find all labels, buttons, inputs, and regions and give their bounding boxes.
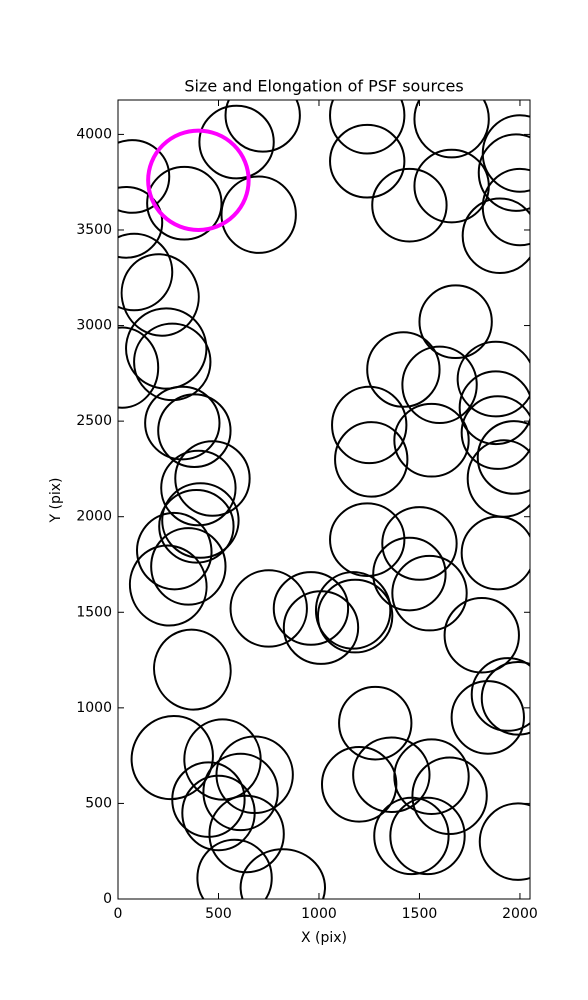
psf-ellipse bbox=[198, 104, 275, 180]
psf-ellipse bbox=[229, 569, 308, 648]
y-tick-label: 3000 bbox=[76, 318, 112, 334]
psf-ellipse bbox=[329, 123, 406, 199]
psf-ellipse bbox=[476, 420, 530, 495]
psf-ellipse bbox=[450, 680, 525, 755]
y-tick-label: 500 bbox=[85, 795, 112, 811]
psf-ellipse bbox=[481, 167, 530, 247]
y-axis-label: Y (pix) bbox=[48, 478, 64, 524]
psf-ellipse bbox=[338, 685, 413, 761]
psf-ellipse bbox=[329, 100, 406, 155]
psf-ellipse bbox=[334, 421, 409, 498]
psf-ellipse bbox=[443, 596, 520, 674]
psf-ellipse bbox=[118, 185, 164, 259]
psf-ellipse bbox=[208, 794, 285, 874]
y-tick-label: 2500 bbox=[76, 413, 112, 429]
psf-ellipse bbox=[413, 100, 490, 159]
psf-ellipse bbox=[411, 756, 488, 836]
psf-ellipse bbox=[352, 736, 431, 814]
psf-ellipse bbox=[393, 738, 470, 815]
x-tick-label: 500 bbox=[205, 906, 232, 922]
highlight-circle bbox=[146, 128, 251, 232]
psf-ellipse bbox=[118, 232, 174, 312]
plot-area bbox=[118, 100, 530, 899]
chart-title: Size and Elongation of PSF sources bbox=[184, 77, 463, 96]
y-tick-label: 2000 bbox=[76, 509, 112, 525]
psf-ellipse bbox=[181, 774, 256, 852]
psf-ellipse bbox=[220, 175, 297, 254]
psf-ellipse bbox=[136, 511, 213, 591]
psf-ellipse bbox=[371, 167, 448, 243]
psf-ellipse bbox=[224, 100, 301, 153]
x-axis-label: X (pix) bbox=[301, 930, 347, 946]
psf-ellipse bbox=[118, 139, 171, 214]
psf-ellipse bbox=[381, 506, 458, 581]
psf-ellipse bbox=[160, 449, 237, 527]
psf-ellipse bbox=[458, 370, 530, 446]
psf-ellipse bbox=[153, 628, 232, 711]
psf-ellipse bbox=[171, 761, 246, 838]
psf-ellipse bbox=[477, 133, 530, 212]
psf-ellipse bbox=[372, 536, 447, 612]
axes-frame bbox=[117, 99, 531, 900]
psf-ellipse bbox=[460, 515, 530, 591]
psf-ellipse bbox=[174, 440, 251, 517]
psf-ellipse bbox=[456, 340, 530, 418]
psf-ellipse bbox=[329, 502, 406, 577]
psf-ellipse bbox=[144, 385, 221, 461]
psf-ellipse bbox=[331, 385, 408, 465]
psf-ellipse bbox=[118, 326, 160, 409]
psf-ellipse bbox=[316, 578, 394, 654]
y-tick-label: 1000 bbox=[76, 700, 112, 716]
psf-ellipse bbox=[239, 848, 326, 899]
psf-ellipse bbox=[133, 322, 212, 402]
psf-ellipse bbox=[393, 402, 470, 478]
psf-ellipse bbox=[478, 802, 530, 881]
psf-ellipse bbox=[320, 746, 398, 823]
psf-ellipse bbox=[161, 482, 240, 559]
y-tick-label: 1500 bbox=[76, 604, 112, 620]
psf-ellipse bbox=[272, 571, 350, 646]
psf-ellipse bbox=[391, 554, 468, 632]
psf-ellipse bbox=[389, 796, 466, 876]
psf-ellipse bbox=[480, 660, 530, 736]
psf-ellipse bbox=[128, 544, 208, 627]
psf-ellipse bbox=[146, 165, 223, 241]
x-tick-label: 2000 bbox=[502, 906, 538, 922]
psf-ellipse bbox=[460, 395, 530, 470]
x-tick-label: 1500 bbox=[402, 906, 438, 922]
psf-ellipse bbox=[314, 571, 392, 650]
y-tick-label: 4000 bbox=[76, 126, 112, 142]
psf-ellipse bbox=[366, 331, 441, 408]
x-tick-label: 0 bbox=[114, 906, 123, 922]
psf-ellipse bbox=[120, 253, 200, 337]
psf-ellipse bbox=[150, 527, 227, 606]
psf-ellipse bbox=[202, 752, 279, 832]
psf-ellipse bbox=[418, 284, 493, 360]
x-tick-label: 1000 bbox=[301, 906, 337, 922]
y-tick-label: 0 bbox=[103, 891, 112, 907]
psf-ellipse bbox=[401, 345, 478, 425]
psf-ellipse bbox=[373, 796, 450, 876]
psf-ellipse bbox=[461, 197, 530, 274]
psf-ellipse bbox=[157, 393, 232, 469]
psf-ellipse bbox=[470, 657, 530, 732]
psf-ellipse bbox=[196, 838, 273, 899]
psf-ellipse bbox=[158, 488, 235, 564]
y-tick-label: 3500 bbox=[76, 222, 112, 238]
